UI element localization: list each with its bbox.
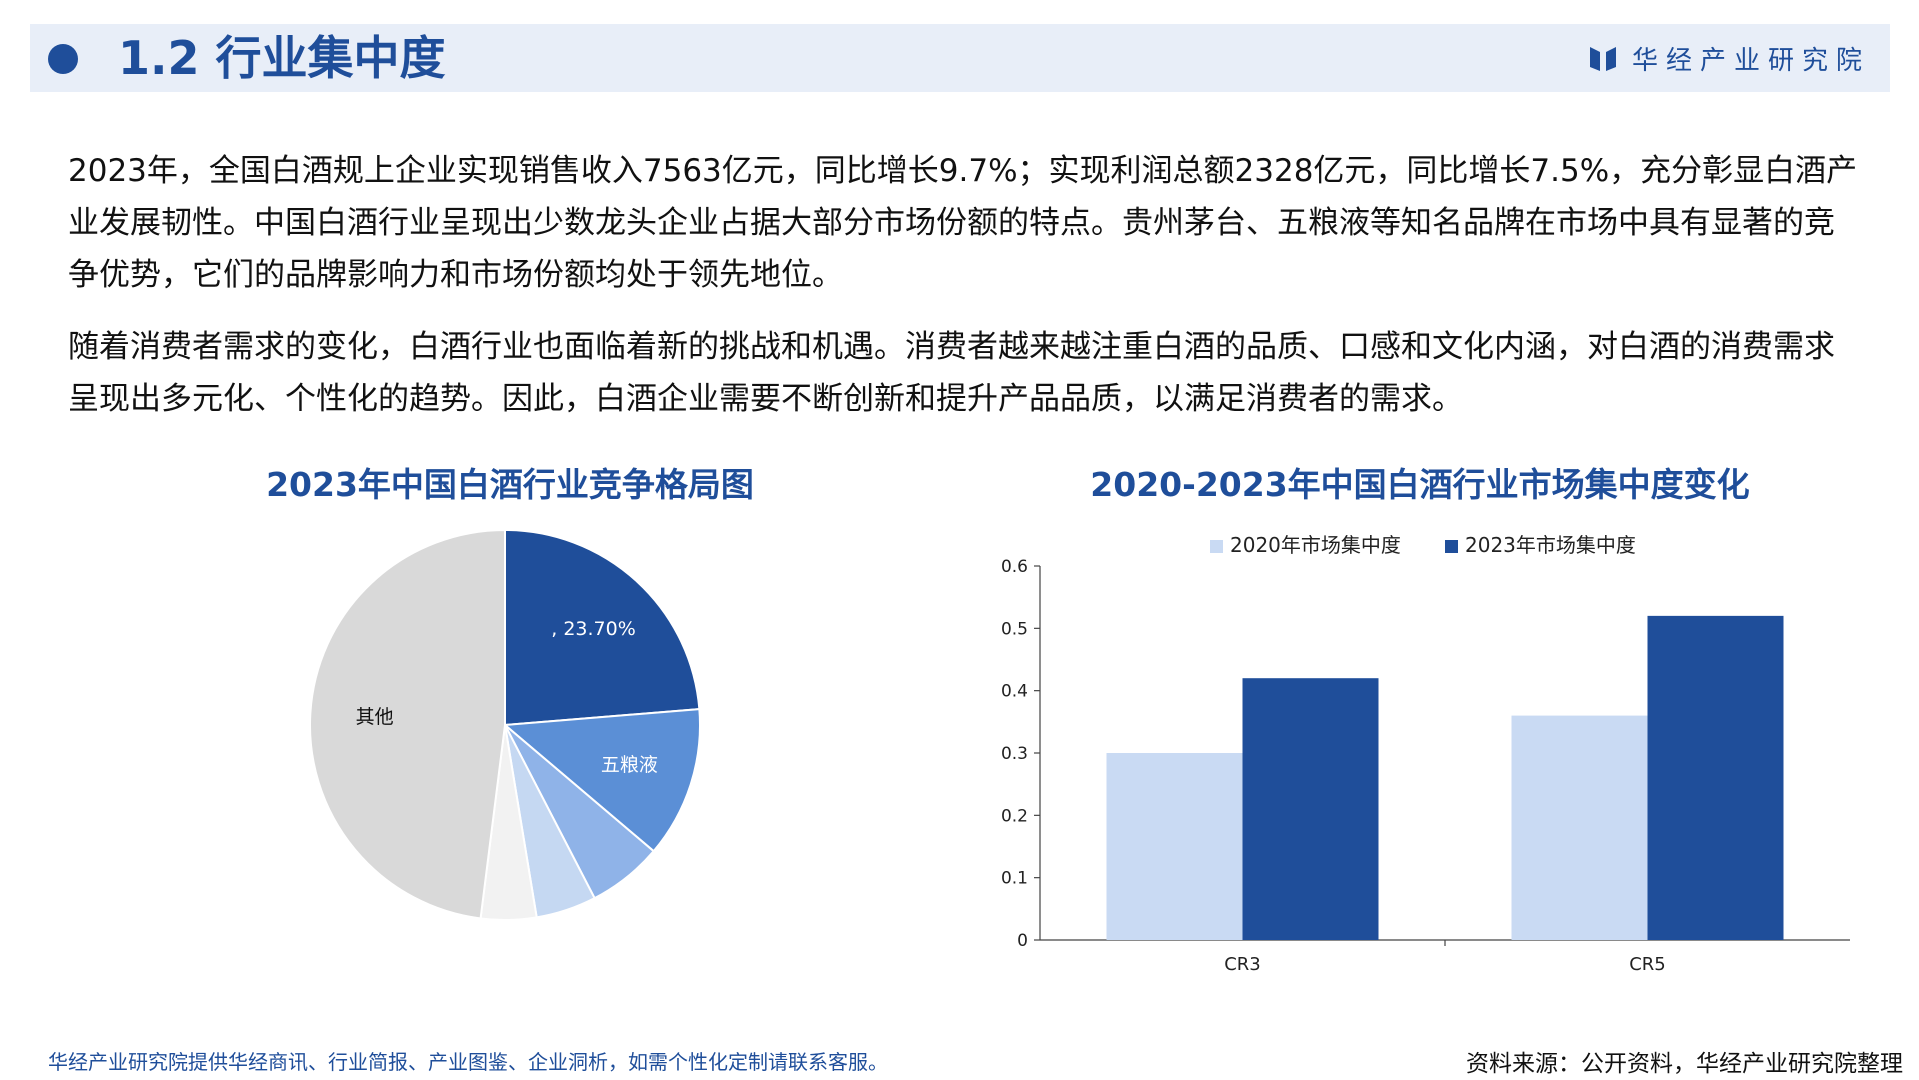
pie-chart: , 23.70% 五粮液 其他 <box>309 528 701 921</box>
brand-name: 华经产业研究院 <box>1631 45 1870 76</box>
source-note: 资料来源：公开资料，华经产业研究院整理 <box>1466 1051 1903 1077</box>
paragraph-1: 2023年，全国白酒规上企业实现销售收入7563亿元，同比增长9.7%；实现利润… <box>68 153 1858 293</box>
bullet-dot <box>48 44 78 74</box>
y-tick-label: 0.2 <box>1001 806 1028 826</box>
x-tick-label: CR3 <box>1224 954 1261 975</box>
x-tick-label: CR5 <box>1629 954 1666 975</box>
footer-note: 华经产业研究院提供华经商讯、行业简报、产业图鉴、企业洞析，如需个性化定制请联系客… <box>48 1050 888 1074</box>
paragraph-2: 随着消费者需求的变化，白酒行业也面临着新的挑战和机遇。消费者越来越注重白酒的品质… <box>68 329 1835 417</box>
pie-slice-label: 五粮液 <box>601 754 658 776</box>
y-tick-label: 0.5 <box>1001 619 1028 639</box>
bar-chart-title: 2020-2023年中国白酒行业市场集中度变化 <box>1090 465 1750 504</box>
bar <box>1242 678 1379 940</box>
y-tick-label: 0.6 <box>1001 557 1028 577</box>
brand-logo-icon <box>1589 47 1616 71</box>
pie-slice-label: 其他 <box>356 706 394 728</box>
header-band: 1.2 行业集中度 华经产业研究院 <box>30 24 1890 92</box>
section-title: 1.2 行业集中度 <box>118 31 446 85</box>
pie-chart-title: 2023年中国白酒行业竞争格局图 <box>266 465 754 504</box>
legend-label: 2020年市场集中度 <box>1230 533 1401 557</box>
y-tick-label: 0.3 <box>1001 744 1028 764</box>
y-tick-label: 0.4 <box>1001 682 1028 702</box>
bar-chart: 2020年市场集中度 2023年市场集中度 0 0.1 0.2 0.3 0.4 0.5 0.6 C… <box>1001 533 1850 975</box>
pie-slice <box>504 528 701 727</box>
brand: 华经产业研究院 <box>1588 38 1870 78</box>
pie-slice <box>502 708 701 853</box>
bar <box>1106 753 1243 940</box>
y-tick-label: 0 <box>1017 931 1028 951</box>
legend-swatch <box>1445 540 1458 553</box>
bar <box>1511 715 1648 940</box>
pie-slice-label: , 23.70% <box>551 618 636 640</box>
bar <box>1647 615 1784 940</box>
legend-swatch <box>1210 540 1223 553</box>
y-tick-label: 0.1 <box>1001 869 1028 889</box>
legend-label: 2023年市场集中度 <box>1465 533 1636 557</box>
pie-slice <box>309 528 506 920</box>
